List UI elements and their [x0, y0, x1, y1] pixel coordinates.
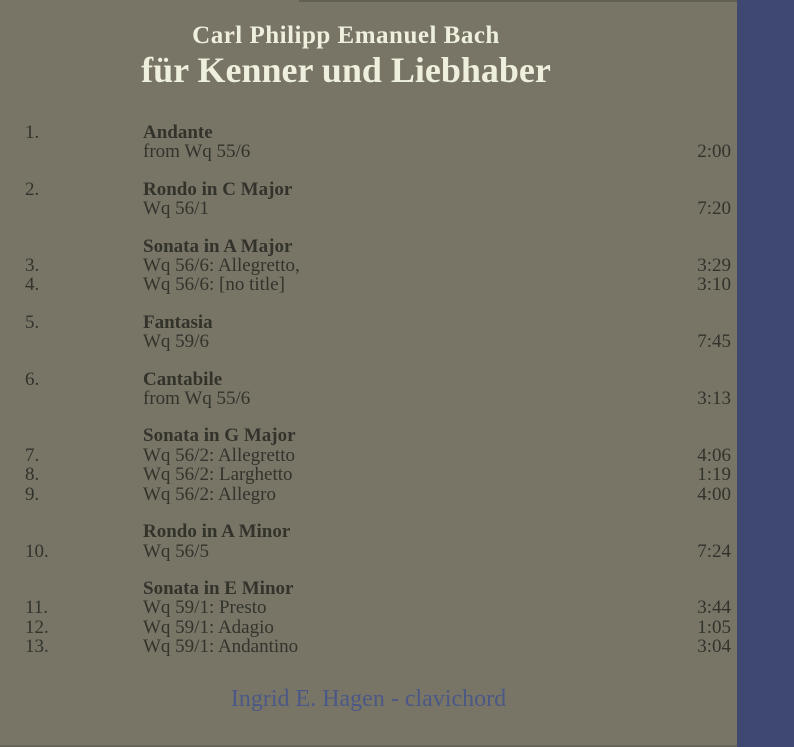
- track-detail: Wq 56/1: [143, 198, 209, 220]
- track-number: [25, 142, 143, 161]
- track-number: 2.: [25, 178, 40, 200]
- work-title: Sonata in A Major: [143, 235, 293, 257]
- track-row: Wq 56/1 7:20: [25, 198, 731, 220]
- work-title-row: 2. Rondo in C Major: [25, 178, 731, 200]
- track-time: 3:44: [697, 597, 731, 619]
- track-number: 7.: [25, 444, 40, 466]
- track-time: 2:00: [697, 141, 731, 163]
- work-title-row: Sonata in G Major: [25, 425, 731, 447]
- track-group-sonata-a: Sonata in A Major 3. Wq 56/6: Allegretto…: [25, 235, 731, 296]
- work-title-row: 6. Cantabile: [25, 368, 731, 390]
- work-title: Cantabile: [143, 368, 223, 390]
- track-row: 13. Wq 59/1: Andantino 3:04: [25, 636, 731, 658]
- track-time: 3:04: [697, 636, 731, 658]
- track-time: 7:20: [697, 198, 731, 220]
- bottom-edge-shadow: [0, 745, 737, 747]
- track-row: 7. Wq 56/2: Allegretto 4:06: [25, 444, 731, 466]
- track-time: 7:24: [697, 540, 731, 562]
- track-number: [25, 389, 143, 408]
- track-time: 3:29: [697, 255, 731, 277]
- track-detail: from Wq 55/6: [143, 388, 251, 410]
- track-detail: Wq 56/6: Allegretto,: [143, 255, 300, 277]
- track-row: 10. Wq 56/5 7:24: [25, 540, 731, 562]
- track-number: 6.: [25, 368, 40, 390]
- track-time: 3:10: [697, 274, 731, 296]
- work-title-row: Rondo in A Minor: [25, 521, 731, 543]
- track-number: [25, 426, 143, 445]
- track-group-fantasia: 5. Fantasia Wq 59/6 7:45: [25, 311, 731, 353]
- track-number: [25, 522, 143, 541]
- track-group-sonata-e-minor: Sonata in E Minor 11. Wq 59/1: Presto 3:…: [25, 577, 731, 658]
- track-detail: Wq 59/6: [143, 331, 209, 353]
- work-title-row: Sonata in A Major: [25, 235, 731, 257]
- work-title: Sonata in G Major: [143, 425, 296, 447]
- right-edge-stripe: [737, 0, 794, 747]
- track-detail: Wq 59/1: Presto: [143, 597, 267, 619]
- performer-credit: Ingrid E. Hagen - clavichord: [230, 686, 507, 712]
- track-row: 9. Wq 56/2: Allegro 4:00: [25, 483, 731, 505]
- track-time: 1:05: [697, 616, 731, 638]
- track-detail: Wq 59/1: Andantino: [143, 636, 299, 658]
- track-time: 4:00: [697, 483, 731, 505]
- work-title: Andante: [143, 122, 213, 143]
- track-number: 4.: [25, 274, 40, 296]
- track-detail: Wq 56/6: [no title]: [143, 274, 285, 296]
- track-list: 1. Andante from Wq 55/6 2:00 2. Rondo in…: [0, 123, 731, 657]
- work-title: Rondo in A Minor: [143, 521, 291, 543]
- work-title-row: 5. Fantasia: [25, 311, 731, 333]
- track-group-andante: 1. Andante from Wq 55/6 2:00: [25, 123, 731, 162]
- composer-name: Carl Philipp Emanuel Bach: [192, 22, 500, 49]
- track-row: 3. Wq 56/6: Allegretto, 3:29: [25, 255, 731, 277]
- track-number: [25, 579, 143, 598]
- track-number: 12.: [25, 616, 49, 638]
- track-number: [25, 332, 143, 351]
- work-title-row: 1. Andante: [25, 122, 731, 143]
- track-time: 4:06: [697, 444, 731, 466]
- track-number: 8.: [25, 464, 40, 486]
- track-detail: Wq 56/2: Allegretto: [143, 444, 295, 466]
- track-row: Wq 59/6 7:45: [25, 331, 731, 353]
- track-detail: Wq 59/1: Adagio: [143, 616, 274, 638]
- track-row: from Wq 55/6 2:00: [25, 141, 731, 163]
- track-detail: Wq 56/2: Allegro: [143, 483, 276, 505]
- track-detail: Wq 56/5: [143, 540, 209, 562]
- track-row: 4. Wq 56/6: [no title] 3:10: [25, 274, 731, 296]
- work-title: Fantasia: [143, 311, 213, 333]
- track-time: 1:19: [697, 464, 731, 486]
- track-number: 5.: [25, 311, 40, 333]
- track-time: 7:45: [697, 331, 731, 353]
- track-number: 10.: [25, 540, 49, 562]
- track-number: [25, 237, 143, 256]
- track-number: 1.: [25, 122, 40, 143]
- track-detail: Wq 56/2: Larghetto: [143, 464, 293, 486]
- top-edge-shadow: [299, 0, 737, 2]
- track-number: 3.: [25, 255, 40, 277]
- album-header: Carl Philipp Emanuel Bach für Kenner und…: [0, 22, 692, 90]
- work-title: Sonata in E Minor: [143, 577, 294, 599]
- album-title: für Kenner und Liebhaber: [141, 50, 551, 90]
- track-row: 8. Wq 56/2: Larghetto 1:19: [25, 464, 731, 486]
- track-number: 11.: [25, 597, 49, 619]
- track-row: 12. Wq 59/1: Adagio 1:05: [25, 616, 731, 638]
- track-group-cantabile: 6. Cantabile from Wq 55/6 3:13: [25, 368, 731, 410]
- track-number: 9.: [25, 483, 40, 505]
- track-time: 3:13: [697, 388, 731, 410]
- track-group-rondo-c: 2. Rondo in C Major Wq 56/1 7:20: [25, 178, 731, 220]
- track-number: 13.: [25, 636, 49, 658]
- track-row: from Wq 55/6 3:13: [25, 388, 731, 410]
- track-group-rondo-a-minor: Rondo in A Minor 10. Wq 56/5 7:24: [25, 522, 731, 561]
- track-number: [25, 199, 143, 218]
- work-title-row: Sonata in E Minor: [25, 577, 731, 599]
- work-title: Rondo in C Major: [143, 178, 293, 200]
- track-group-sonata-g: Sonata in G Major 7. Wq 56/2: Allegretto…: [25, 426, 731, 504]
- track-row: 11. Wq 59/1: Presto 3:44: [25, 597, 731, 619]
- track-detail: from Wq 55/6: [143, 141, 251, 163]
